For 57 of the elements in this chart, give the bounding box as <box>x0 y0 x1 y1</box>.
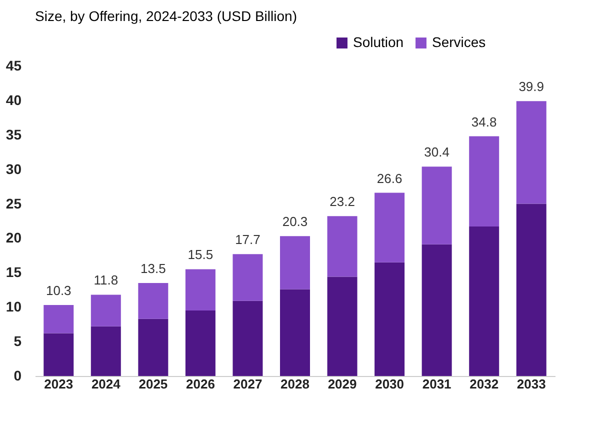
bar <box>374 192 405 262</box>
x-tick-label: 2023 <box>44 376 74 392</box>
bar <box>422 166 452 244</box>
bar <box>516 101 546 204</box>
bar <box>44 333 74 376</box>
total-label: 39.9 <box>518 79 544 94</box>
total-label: 20.3 <box>282 214 308 230</box>
bar <box>185 310 216 376</box>
bar <box>44 305 74 334</box>
bar <box>469 136 500 227</box>
total-label: 30.4 <box>424 144 450 160</box>
total-label: 34.8 <box>471 114 497 130</box>
total-label: 17.7 <box>235 232 260 248</box>
y-tick-label: 10 <box>6 298 22 315</box>
bar <box>422 244 452 376</box>
x-tick-label: 2026 <box>186 376 215 392</box>
bar <box>90 326 121 376</box>
x-tick-label: 2027 <box>233 376 262 392</box>
total-label: 13.5 <box>140 261 166 276</box>
chart-title: Size, by Offering, 2024-2033 (USD Billion) <box>35 8 297 24</box>
x-tick-label: 2030 <box>375 376 404 392</box>
bar <box>138 283 168 319</box>
bar <box>280 289 310 376</box>
y-tick-label: 45 <box>6 58 22 74</box>
total-label: 10.3 <box>46 283 72 298</box>
total-label: 15.5 <box>188 247 214 262</box>
total-label: 11.8 <box>94 272 118 288</box>
bar <box>185 269 216 311</box>
total-label: 23.2 <box>330 194 355 210</box>
x-tick-label: 2029 <box>328 376 357 392</box>
legend-label: Services <box>432 34 486 50</box>
x-tick-label: 2025 <box>138 376 168 392</box>
x-tick-label: 2031 <box>422 376 452 392</box>
x-tick-label: 2024 <box>91 376 122 392</box>
bar <box>327 276 358 376</box>
total-label: 26.6 <box>376 170 402 186</box>
y-tick-label: 20 <box>6 230 22 246</box>
bar <box>327 216 358 277</box>
bar <box>280 236 310 290</box>
bar <box>516 204 546 376</box>
x-tick-label: 2033 <box>516 376 546 392</box>
y-tick-label: 30 <box>6 160 22 177</box>
y-tick-label: 15 <box>6 264 22 280</box>
y-tick-label: 35 <box>6 126 22 142</box>
y-tick-label: 5 <box>14 333 22 350</box>
y-tick-label: 40 <box>6 92 22 108</box>
y-tick-label: 0 <box>14 368 22 384</box>
bar <box>232 300 263 376</box>
y-tick-label: 25 <box>6 195 22 212</box>
bar <box>374 262 405 376</box>
x-tick-label: 2032 <box>470 376 499 392</box>
x-tick-label: 2028 <box>280 376 310 392</box>
bar <box>469 226 500 376</box>
bar <box>138 318 168 376</box>
bar <box>90 294 121 326</box>
legend-label: Solution <box>353 34 404 50</box>
bar <box>232 254 263 301</box>
